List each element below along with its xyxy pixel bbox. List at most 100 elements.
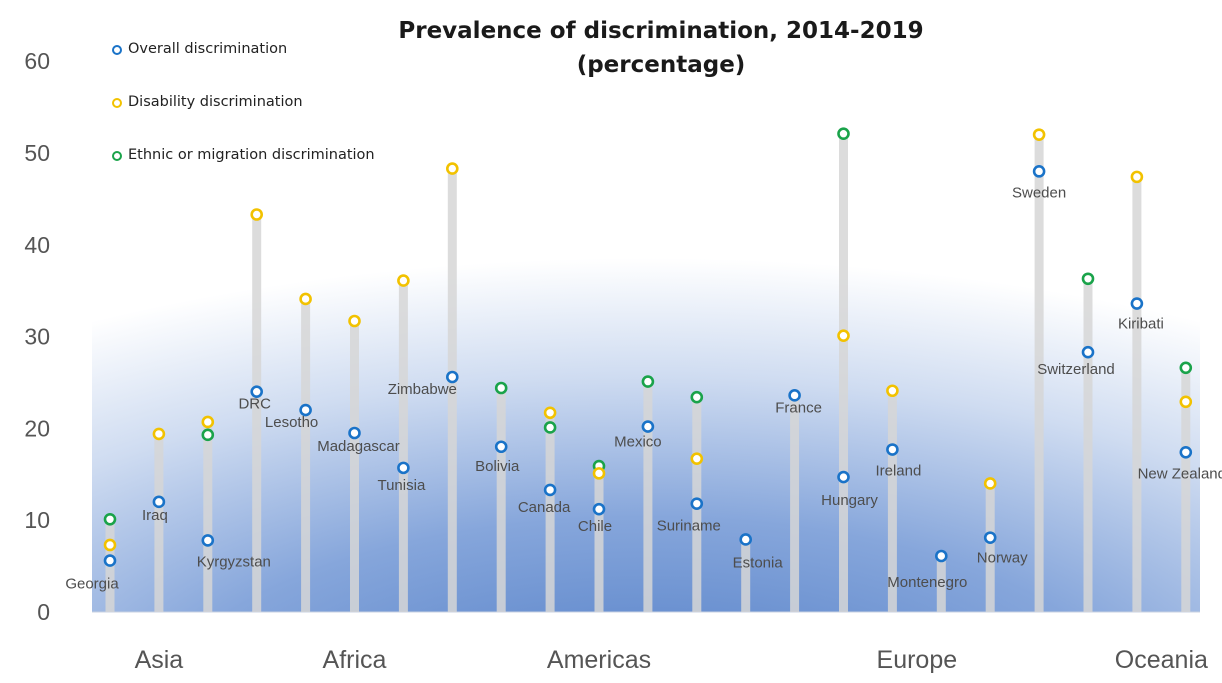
point-overall	[494, 440, 508, 454]
point-disability	[837, 329, 850, 342]
stem-switzerland	[1083, 278, 1093, 612]
point-ethnic	[201, 428, 215, 442]
point-disability	[690, 452, 704, 465]
point-overall	[739, 533, 753, 546]
stem-iraq	[154, 433, 164, 612]
country-label: Norway	[977, 550, 1028, 567]
stem-lesotho	[301, 298, 311, 612]
country-label: DRC	[238, 396, 271, 413]
point-overall	[1032, 165, 1046, 178]
point-disability	[1179, 395, 1193, 409]
y-tick-label: 40	[24, 232, 50, 258]
point-overall	[690, 497, 704, 510]
point-ethnic	[1081, 272, 1095, 286]
point-ethnic	[641, 375, 655, 388]
point-ethnic	[690, 390, 704, 404]
stem-estonia	[741, 539, 751, 612]
legend-marker-ethnic	[112, 151, 122, 161]
country-label: Sweden	[1012, 184, 1066, 201]
stem-zimbabwe	[447, 168, 457, 612]
country-label: Switzerland	[1037, 361, 1115, 378]
stem-montenegro	[936, 556, 946, 612]
legend-label-overall: Overall discrimination	[128, 41, 288, 57]
point-ethnic	[837, 127, 850, 141]
country-label: Lesotho	[265, 414, 318, 431]
country-label: Bolivia	[475, 458, 520, 475]
point-overall	[201, 534, 215, 547]
stem-ireland	[887, 390, 897, 612]
point-overall	[299, 403, 312, 417]
legend-marker-disability	[112, 98, 122, 108]
chart-title: Prevalence of discrimination, 2014-2019	[398, 18, 924, 44]
country-label: France	[775, 399, 822, 416]
point-disability	[445, 162, 459, 175]
point-disability	[1130, 170, 1144, 184]
stem-sweden	[1034, 134, 1044, 612]
y-tick-label: 20	[24, 415, 50, 441]
point-overall	[837, 470, 850, 484]
point-overall	[1179, 445, 1193, 459]
country-label: Georgia	[65, 576, 119, 593]
country-label: Suriname	[657, 518, 721, 535]
stem-hungary	[839, 133, 848, 613]
point-disability	[103, 538, 117, 552]
point-overall	[250, 385, 264, 398]
legend-label-disability: Disability discrimination	[128, 94, 303, 110]
stem-chile	[594, 466, 604, 612]
point-overall	[886, 443, 899, 456]
point-overall	[934, 549, 948, 563]
point-overall	[1081, 345, 1095, 359]
point-overall	[543, 483, 557, 497]
legend: Overall discrimination Disability discri…	[110, 40, 375, 199]
point-overall	[445, 370, 459, 384]
point-disability	[397, 274, 410, 287]
country-label: Kyrgyzstan	[197, 553, 271, 570]
stem-madagascar	[350, 320, 359, 612]
country-label: Iraq	[142, 507, 168, 524]
point-disability	[886, 384, 899, 398]
point-disability	[152, 427, 166, 441]
point-overall	[788, 389, 801, 402]
country-label: Chile	[578, 518, 612, 535]
y-tick-label: 30	[24, 324, 50, 350]
point-ethnic	[543, 421, 557, 434]
point-overall	[983, 531, 997, 544]
point-overall	[1130, 297, 1144, 310]
y-tick-label: 10	[24, 507, 50, 533]
country-label: Madagascar	[317, 438, 400, 455]
point-overall	[397, 461, 410, 475]
x-region-label: Oceania	[1115, 646, 1208, 674]
stem-france	[790, 395, 800, 612]
point-ethnic	[494, 381, 508, 395]
point-disability	[983, 477, 997, 490]
point-overall	[641, 420, 655, 433]
x-region-label: Asia	[135, 646, 184, 674]
country-label: New Zealand	[1138, 465, 1222, 482]
stem-kiribati	[1132, 176, 1142, 613]
chart-subtitle: (percentage)	[576, 52, 746, 78]
x-region-label: Africa	[323, 646, 387, 674]
point-disability	[348, 314, 361, 328]
legend-label-ethnic: Ethnic or migration discrimination	[128, 147, 375, 163]
legend-item-disability: Disability discrimination	[110, 93, 375, 111]
country-label: Estonia	[733, 554, 784, 571]
stem-canada	[545, 412, 555, 612]
stem-new-zealand	[1181, 367, 1191, 612]
stem-drc	[252, 214, 262, 613]
legend-marker-overall	[112, 45, 122, 55]
country-label: Hungary	[821, 492, 878, 509]
point-ethnic	[103, 512, 117, 526]
point-disability	[543, 406, 557, 420]
stem-bolivia	[496, 388, 506, 612]
legend-item-overall: Overall discrimination	[110, 40, 375, 58]
point-disability	[592, 467, 606, 480]
stem-kyrgyzstan	[203, 421, 213, 612]
y-tick-label: 0	[37, 599, 50, 625]
country-label: Canada	[518, 499, 571, 516]
point-overall	[592, 502, 606, 516]
stem-norway	[985, 483, 995, 612]
y-tick-label: 60	[24, 48, 50, 74]
country-label: Montenegro	[887, 574, 967, 591]
